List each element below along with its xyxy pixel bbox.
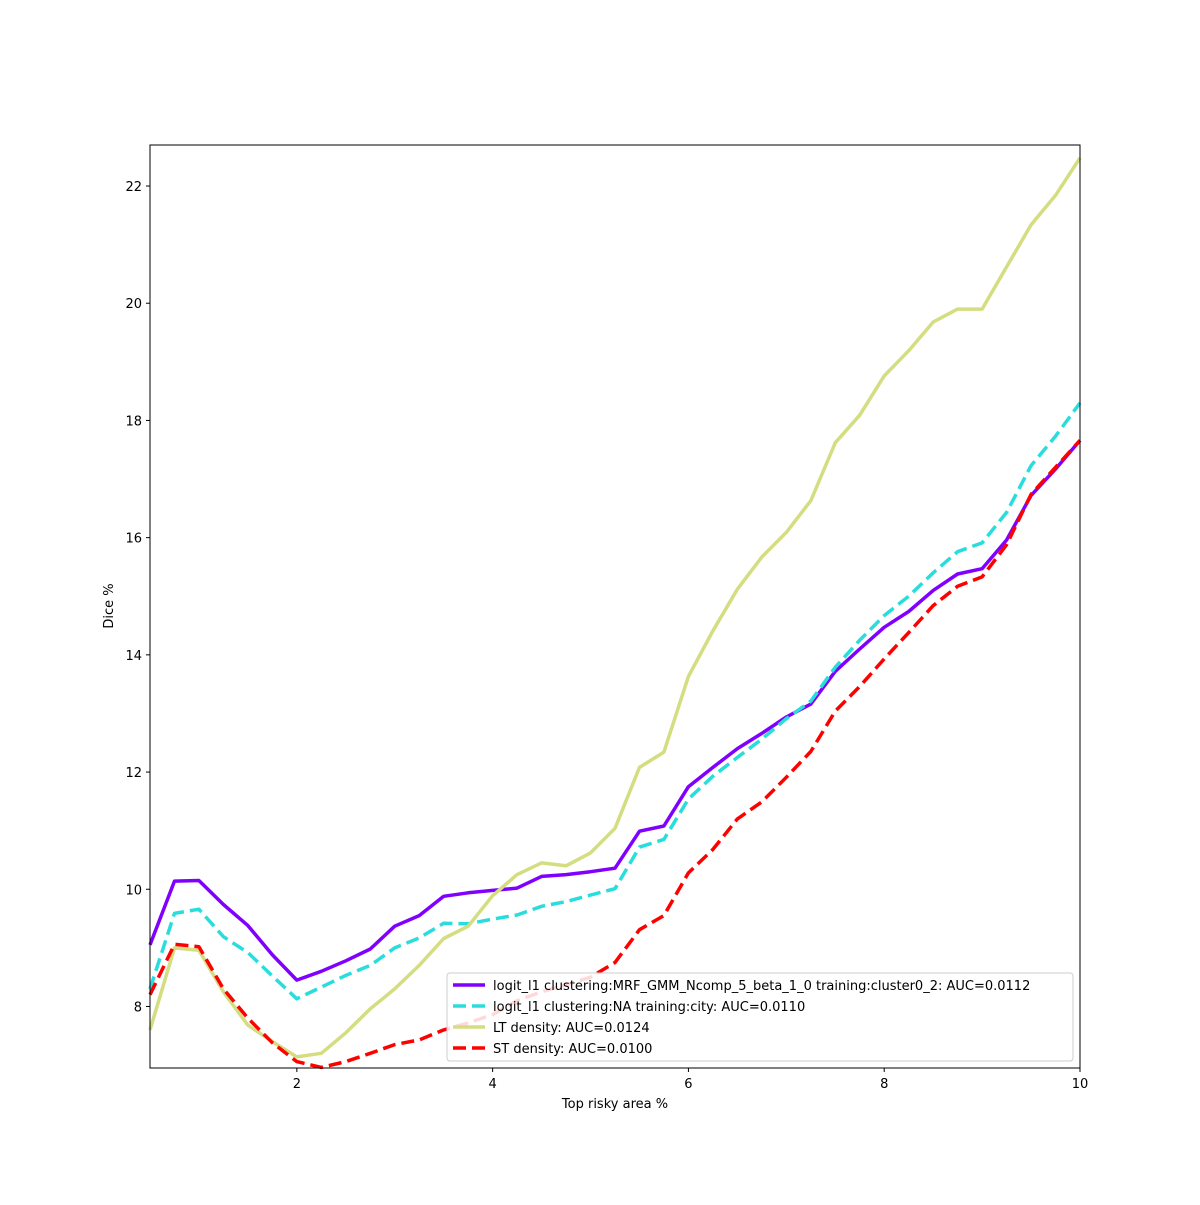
x-axis-label: Top risky area % [561,1097,668,1112]
legend-label-2: logit_l1 clustering:NA training:city: AU… [493,1000,805,1015]
legend-label-4: ST density: AUC=0.0100 [493,1042,652,1057]
series-line-1 [148,439,1082,982]
series-line-3 [148,156,1082,1059]
y-tick-label: 8 [134,1000,142,1015]
y-axis-label: Dice % [102,583,117,628]
series-line-4 [148,439,1082,1070]
x-tick-label: 2 [293,1077,301,1092]
y-tick-label: 22 [125,180,142,195]
y-tick-label: 12 [125,766,142,781]
legend-box [446,972,1074,1062]
plot-frame [149,144,1081,1069]
legend: logit_l1 clustering:MRF_GMM_Ncomp_5_beta… [446,972,1074,1062]
y-tick-label: 10 [125,883,142,898]
x-tick-label: 6 [684,1077,692,1092]
x-tick-label: 10 [1072,1077,1089,1092]
series-layer [148,156,1082,1070]
y-axis: 8 10 12 14 16 18 20 22 [125,180,150,1015]
legend-label-1: logit_l1 clustering:MRF_GMM_Ncomp_5_beta… [493,979,1030,994]
y-tick-label: 20 [125,297,142,312]
plot-area-background [150,145,1080,1068]
series-line-2 [148,401,1082,1001]
y-tick-label: 14 [125,649,142,664]
x-tick-label: 4 [488,1077,496,1092]
x-axis: 2 4 6 8 10 [293,1068,1089,1092]
y-tick-label: 16 [125,532,142,547]
x-tick-label: 8 [880,1077,888,1092]
y-tick-label: 18 [125,414,142,429]
legend-label-3: LT density: AUC=0.0124 [493,1021,650,1036]
